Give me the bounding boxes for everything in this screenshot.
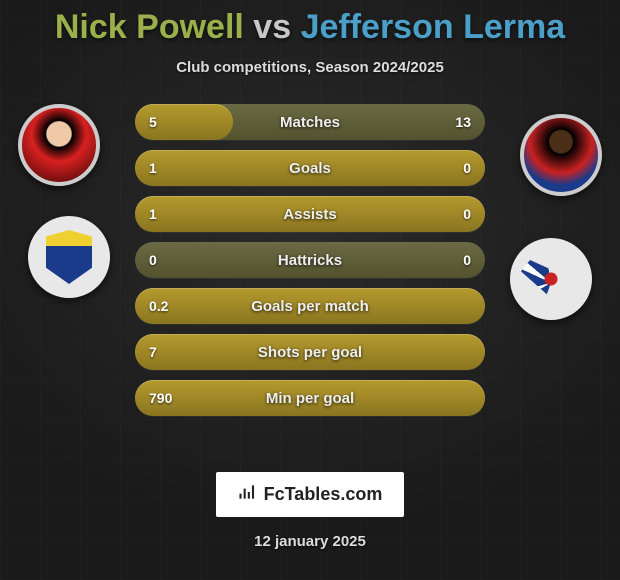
- player-1-name: Nick Powell: [55, 8, 244, 46]
- stat-row-goals: 1 Goals 0: [135, 150, 485, 186]
- stat-label: Matches: [135, 114, 485, 131]
- stat-right-value: 0: [463, 252, 471, 268]
- stat-row-min-per-goal: 790 Min per goal: [135, 380, 485, 416]
- stat-row-shots-per-goal: 7 Shots per goal: [135, 334, 485, 370]
- player-1-avatar: [18, 104, 100, 186]
- player-2-name: Jefferson Lerma: [301, 8, 566, 46]
- stat-right-value: 13: [455, 114, 471, 130]
- stat-label: Goals per match: [135, 298, 485, 315]
- chart-icon: [238, 482, 258, 507]
- brand-text: FcTables.com: [264, 484, 383, 505]
- stat-label: Hattricks: [135, 252, 485, 269]
- brand-logo[interactable]: FcTables.com: [216, 472, 405, 517]
- stat-label: Goals: [135, 160, 485, 177]
- footer: FcTables.com 12 january 2025: [216, 472, 405, 550]
- stat-row-hattricks: 0 Hattricks 0: [135, 242, 485, 278]
- date-text: 12 january 2025: [254, 533, 366, 550]
- stat-right-value: 0: [463, 160, 471, 176]
- comparison-title: Nick Powell vs Jefferson Lerma: [55, 8, 565, 47]
- player-2-club-crest: [510, 238, 592, 320]
- stat-label: Shots per goal: [135, 344, 485, 361]
- stat-row-assists: 1 Assists 0: [135, 196, 485, 232]
- player-1-club-crest: [28, 216, 110, 298]
- subtitle: Club competitions, Season 2024/2025: [176, 59, 444, 76]
- stat-label: Min per goal: [135, 390, 485, 407]
- stat-row-matches: 5 Matches 13: [135, 104, 485, 140]
- vs-text: vs: [253, 8, 291, 46]
- player-2-avatar: [520, 114, 602, 196]
- stat-row-goals-per-match: 0.2 Goals per match: [135, 288, 485, 324]
- stat-label: Assists: [135, 206, 485, 223]
- stat-rows: 5 Matches 13 1 Goals 0 1 Assists 0: [135, 104, 485, 416]
- stats-area: 5 Matches 13 1 Goals 0 1 Assists 0: [0, 104, 620, 472]
- stat-right-value: 0: [463, 206, 471, 222]
